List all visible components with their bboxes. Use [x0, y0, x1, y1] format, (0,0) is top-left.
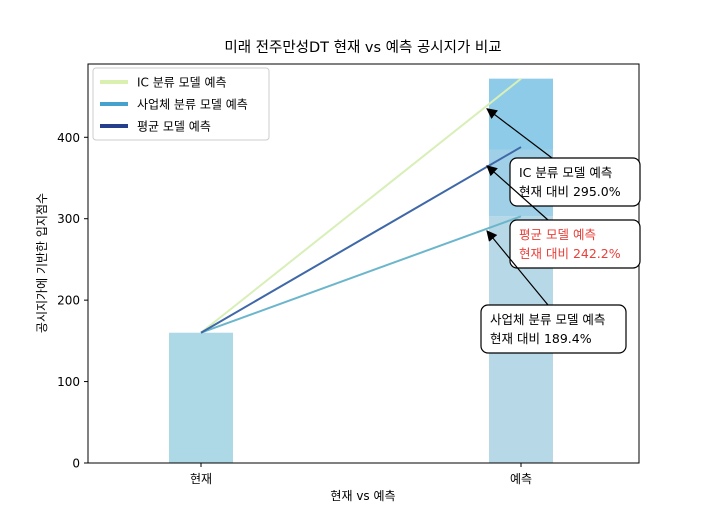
chart-title: 미래 전주만성DT 현재 vs 예측 공시지가 비교	[224, 39, 501, 56]
series-line-2	[200, 146, 522, 334]
legend-label-2: 평균 모델 예측	[137, 120, 211, 134]
annotation-box-2	[480, 304, 627, 354]
bar-predicted-segment-2	[489, 78, 553, 150]
annotation-box-0	[509, 157, 641, 207]
series-line-0	[200, 77, 522, 334]
annotation-arrow-0	[486, 108, 553, 159]
series-line-1	[200, 215, 522, 334]
x-tick-label-0: 현재	[190, 472, 212, 486]
y-tick-label-200: 200	[57, 294, 80, 308]
x-axis: 현재 예측	[190, 463, 532, 486]
y-axis: 0 100 200 300 400	[57, 131, 88, 471]
y-axis-label: 공시지가에 기반한 입지점수	[35, 193, 49, 333]
annotation-text-0-1: 현재 대비 295.0%	[519, 184, 621, 199]
annotation-arrow-2	[486, 230, 549, 306]
annotation-box-1	[509, 219, 641, 269]
y-tick-label-100: 100	[57, 375, 80, 389]
y-tick-label-0: 0	[72, 457, 80, 471]
annotation-text-1-1: 현재 대비 242.2%	[519, 246, 621, 261]
series-lines	[200, 77, 522, 334]
annotation-text-1-0: 평균 모델 예측	[519, 227, 596, 242]
annotation-arrow-1	[486, 165, 549, 221]
annotation-text-2-0: 사업체 분류 모델 예측	[490, 312, 605, 327]
annotation-text-0-0: IC 분류 모델 예측	[519, 165, 612, 180]
annotation-text-2-1: 현재 대비 189.4%	[490, 331, 592, 346]
legend-label-1: 사업체 분류 모델 예측	[137, 98, 248, 112]
y-tick-label-300: 300	[57, 212, 80, 226]
legend-label-0: IC 분류 모델 예측	[137, 76, 227, 90]
bar-current	[169, 332, 233, 463]
legend-frame	[92, 67, 270, 141]
y-tick-label-400: 400	[57, 131, 80, 145]
x-axis-label: 현재 vs 예측	[330, 489, 395, 503]
x-tick-label-1: 예측	[510, 472, 532, 486]
